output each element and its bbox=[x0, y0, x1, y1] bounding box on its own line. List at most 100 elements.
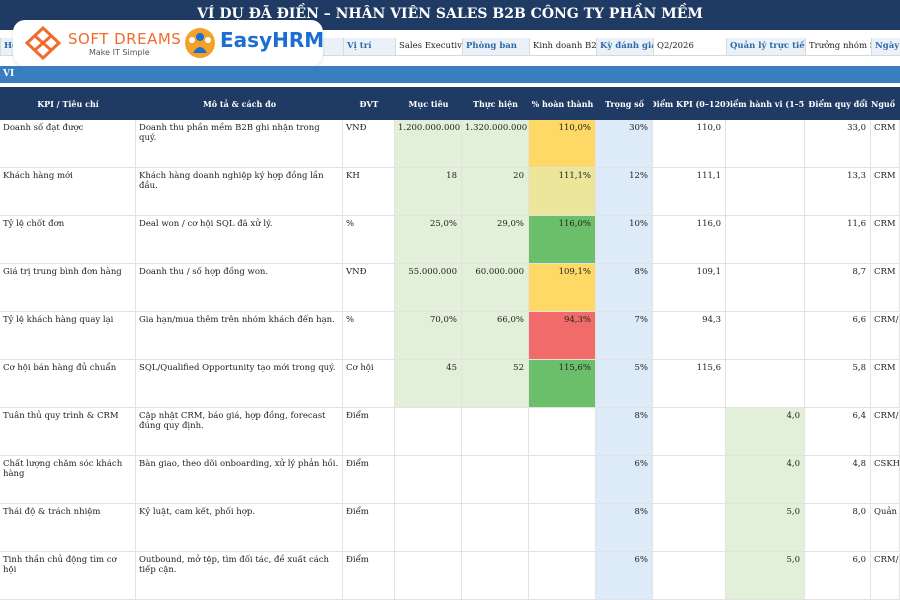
desc-cell[interactable]: Gia hạn/mua thêm trên nhóm khách đến hạn… bbox=[136, 312, 343, 360]
pct-cell[interactable]: 94,3% bbox=[529, 312, 596, 360]
desc-cell[interactable]: Khách hàng doanh nghiệp ký hợp đồng lần … bbox=[136, 168, 343, 216]
weight-cell[interactable]: 5% bbox=[596, 360, 653, 408]
kydanhgia-value[interactable]: Q2/2026 bbox=[653, 38, 726, 55]
desc-cell[interactable]: Deal won / cơ hội SQL đã xử lý. bbox=[136, 216, 343, 264]
behavior-cell[interactable]: 4,0 bbox=[726, 456, 805, 504]
weight-cell[interactable]: 8% bbox=[596, 264, 653, 312]
actual-cell[interactable]: 20 bbox=[462, 168, 529, 216]
unit-cell[interactable]: Điểm bbox=[343, 552, 395, 600]
source-cell[interactable]: CRM/C bbox=[871, 552, 900, 600]
pct-cell[interactable] bbox=[529, 408, 596, 456]
kpi-score-cell[interactable]: 115,6 bbox=[653, 360, 726, 408]
pct-cell[interactable]: 110,0% bbox=[529, 120, 596, 168]
unit-cell[interactable]: % bbox=[343, 216, 395, 264]
kpi-cell[interactable]: Giá trị trung bình đơn hàng bbox=[0, 264, 136, 312]
actual-cell[interactable]: 66,0% bbox=[462, 312, 529, 360]
behavior-cell[interactable]: 4,0 bbox=[726, 408, 805, 456]
source-cell[interactable]: CRM/C bbox=[871, 312, 900, 360]
target-cell[interactable] bbox=[395, 504, 462, 552]
kpi-score-cell[interactable]: 109,1 bbox=[653, 264, 726, 312]
converted-cell[interactable]: 8,0 bbox=[805, 504, 871, 552]
kpi-score-cell[interactable] bbox=[653, 456, 726, 504]
target-cell[interactable]: 1.200.000.000 bbox=[395, 120, 462, 168]
weight-cell[interactable]: 10% bbox=[596, 216, 653, 264]
source-cell[interactable]: CRM bbox=[871, 168, 900, 216]
weight-cell[interactable]: 8% bbox=[596, 504, 653, 552]
source-cell[interactable]: CRM/C bbox=[871, 408, 900, 456]
unit-cell[interactable]: VNĐ bbox=[343, 264, 395, 312]
source-cell[interactable]: CRM + bbox=[871, 264, 900, 312]
kpi-score-cell[interactable]: 110,0 bbox=[653, 120, 726, 168]
converted-cell[interactable]: 5,8 bbox=[805, 360, 871, 408]
kpi-cell[interactable]: Doanh số đạt được bbox=[0, 120, 136, 168]
behavior-cell[interactable] bbox=[726, 312, 805, 360]
converted-cell[interactable]: 4,8 bbox=[805, 456, 871, 504]
target-cell[interactable]: 25,0% bbox=[395, 216, 462, 264]
phongban-value[interactable]: Kinh doanh B2B bbox=[529, 38, 596, 55]
converted-cell[interactable]: 6,4 bbox=[805, 408, 871, 456]
desc-cell[interactable]: SQL/Qualified Opportunity tạo mới trong … bbox=[136, 360, 343, 408]
behavior-cell[interactable] bbox=[726, 216, 805, 264]
converted-cell[interactable]: 33,0 bbox=[805, 120, 871, 168]
kpi-cell[interactable]: Cơ hội bán hàng đủ chuẩn bbox=[0, 360, 136, 408]
unit-cell[interactable]: VNĐ bbox=[343, 120, 395, 168]
target-cell[interactable]: 55.000.000 bbox=[395, 264, 462, 312]
kpi-cell[interactable]: Chất lượng chăm sóc khách hàng bbox=[0, 456, 136, 504]
pct-cell[interactable]: 111,1% bbox=[529, 168, 596, 216]
unit-cell[interactable]: % bbox=[343, 312, 395, 360]
behavior-cell[interactable]: 5,0 bbox=[726, 504, 805, 552]
source-cell[interactable]: CRM bbox=[871, 360, 900, 408]
target-cell[interactable] bbox=[395, 456, 462, 504]
pct-cell[interactable]: 115,6% bbox=[529, 360, 596, 408]
desc-cell[interactable]: Doanh thu / số hợp đồng won. bbox=[136, 264, 343, 312]
kpi-cell[interactable]: Tuân thủ quy trình & CRM bbox=[0, 408, 136, 456]
pct-cell[interactable] bbox=[529, 456, 596, 504]
actual-cell[interactable]: 52 bbox=[462, 360, 529, 408]
kpi-cell[interactable]: Khách hàng mới bbox=[0, 168, 136, 216]
source-cell[interactable]: Quản l bbox=[871, 504, 900, 552]
target-cell[interactable]: 18 bbox=[395, 168, 462, 216]
kpi-score-cell[interactable] bbox=[653, 408, 726, 456]
kpi-cell[interactable]: Tỷ lệ khách hàng quay lại bbox=[0, 312, 136, 360]
pct-cell[interactable] bbox=[529, 552, 596, 600]
converted-cell[interactable]: 8,7 bbox=[805, 264, 871, 312]
kpi-cell[interactable]: Thái độ & trách nhiệm bbox=[0, 504, 136, 552]
target-cell[interactable]: 70,0% bbox=[395, 312, 462, 360]
pct-cell[interactable]: 109,1% bbox=[529, 264, 596, 312]
weight-cell[interactable]: 6% bbox=[596, 552, 653, 600]
actual-cell[interactable] bbox=[462, 504, 529, 552]
weight-cell[interactable]: 6% bbox=[596, 456, 653, 504]
weight-cell[interactable]: 12% bbox=[596, 168, 653, 216]
behavior-cell[interactable]: 5,0 bbox=[726, 552, 805, 600]
pct-cell[interactable] bbox=[529, 504, 596, 552]
behavior-cell[interactable] bbox=[726, 360, 805, 408]
desc-cell[interactable]: Cập nhật CRM, báo giá, hợp đồng, forecas… bbox=[136, 408, 343, 456]
kpi-cell[interactable]: Tinh thần chủ động tìm cơ hội bbox=[0, 552, 136, 600]
weight-cell[interactable]: 8% bbox=[596, 408, 653, 456]
actual-cell[interactable]: 29,0% bbox=[462, 216, 529, 264]
pct-cell[interactable]: 116,0% bbox=[529, 216, 596, 264]
desc-cell[interactable]: Outbound, mở tệp, tìm đối tác, đề xuất c… bbox=[136, 552, 343, 600]
actual-cell[interactable]: 60.000.000 bbox=[462, 264, 529, 312]
unit-cell[interactable]: Cơ hội bbox=[343, 360, 395, 408]
kpi-score-cell[interactable]: 116,0 bbox=[653, 216, 726, 264]
unit-cell[interactable]: KH bbox=[343, 168, 395, 216]
actual-cell[interactable]: 1.320.000.000 bbox=[462, 120, 529, 168]
behavior-cell[interactable] bbox=[726, 168, 805, 216]
source-cell[interactable]: CRM + bbox=[871, 120, 900, 168]
desc-cell[interactable]: Doanh thu phần mềm B2B ghi nhận trong qu… bbox=[136, 120, 343, 168]
weight-cell[interactable]: 30% bbox=[596, 120, 653, 168]
weight-cell[interactable]: 7% bbox=[596, 312, 653, 360]
converted-cell[interactable]: 13,3 bbox=[805, 168, 871, 216]
quanly-value[interactable]: Trưởng nhóm Sa bbox=[805, 38, 871, 55]
kpi-cell[interactable]: Tỷ lệ chốt đơn bbox=[0, 216, 136, 264]
converted-cell[interactable]: 6,0 bbox=[805, 552, 871, 600]
vitri-value[interactable]: Sales Executive bbox=[395, 38, 462, 55]
source-cell[interactable]: CRM bbox=[871, 216, 900, 264]
kpi-score-cell[interactable] bbox=[653, 552, 726, 600]
source-cell[interactable]: CSKH bbox=[871, 456, 900, 504]
target-cell[interactable] bbox=[395, 408, 462, 456]
actual-cell[interactable] bbox=[462, 456, 529, 504]
unit-cell[interactable]: Điểm bbox=[343, 408, 395, 456]
converted-cell[interactable]: 11,6 bbox=[805, 216, 871, 264]
